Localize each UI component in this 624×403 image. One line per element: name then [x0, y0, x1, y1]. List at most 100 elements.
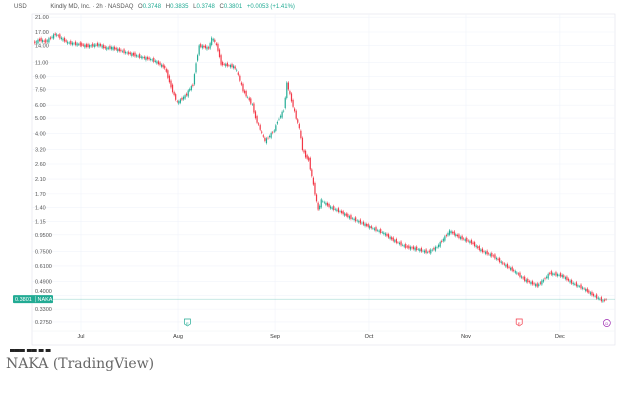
candle-body: [135, 55, 138, 57]
earnings-marker-icon[interactable]: [184, 318, 191, 327]
candle-body: [383, 232, 385, 235]
candle-body: [550, 271, 552, 275]
candle-body: [470, 240, 473, 244]
candle-body: [406, 246, 408, 248]
candle-body: [592, 293, 595, 296]
candle-body: [223, 64, 225, 65]
price-tag-ticker: NAKA: [38, 297, 53, 303]
candle-body: [359, 219, 361, 224]
candle-body: [428, 250, 430, 253]
candle-body: [420, 248, 422, 252]
x-tick-label: Nov: [461, 334, 471, 340]
ohlc-high: H0.3835: [166, 4, 189, 10]
candle-body: [484, 251, 487, 254]
y-tick-label: 4.00: [35, 132, 46, 138]
candle-body: [226, 62, 228, 67]
candle-body: [325, 202, 327, 205]
candle-body: [209, 43, 211, 49]
candle-body: [68, 42, 70, 44]
candle-body: [309, 157, 311, 170]
candle-body: [132, 53, 135, 56]
candle-body: [320, 199, 322, 208]
candle-body: [597, 297, 599, 299]
y-tick-label: 9.00: [35, 75, 46, 81]
candle-body: [312, 177, 315, 185]
candle-body: [228, 65, 230, 67]
y-tick-label: 0.6100: [35, 264, 52, 270]
close-label: C: [219, 4, 224, 10]
candle-body: [436, 247, 438, 248]
candle-body: [74, 41, 77, 45]
x-tick-label: Jul: [77, 334, 84, 340]
candle-body: [187, 90, 189, 97]
candle-body: [281, 111, 283, 118]
candle-body: [165, 69, 167, 72]
candle-body: [431, 249, 433, 251]
candle-body: [552, 273, 554, 276]
candle-body: [342, 211, 344, 215]
candle-body: [330, 206, 332, 209]
candle-body: [176, 101, 178, 102]
x-tick-label: Sep: [270, 334, 280, 340]
price-chart[interactable]: 21.00 17.00 14.00 11.00 9.00 7.50 6.00 5.00 4.00…: [0, 0, 624, 350]
earnings-marker-icon[interactable]: [515, 318, 523, 327]
candle-body: [287, 82, 289, 90]
candle-body: [40, 38, 42, 42]
dividend-marker-icon[interactable]: [602, 319, 611, 327]
candle-body: [295, 110, 297, 119]
candle-body: [489, 253, 491, 256]
candle-body: [361, 222, 363, 224]
candle-body: [411, 247, 413, 249]
candle-body: [229, 65, 232, 68]
candle-body: [84, 44, 86, 48]
candle-body: [453, 231, 455, 235]
candle-body: [364, 223, 366, 227]
candle-body: [276, 121, 279, 124]
candle-body: [506, 263, 509, 268]
candle-body: [140, 56, 142, 58]
candle-body: [289, 91, 291, 94]
candle-body: [85, 44, 88, 47]
candle-body: [195, 63, 197, 73]
candle-body: [78, 44, 80, 45]
candle-body: [373, 228, 376, 230]
y-tick-label: 6.00: [35, 103, 46, 109]
candle-body: [403, 245, 405, 247]
candle-body: [297, 119, 299, 123]
candle-body: [42, 39, 44, 43]
candle-body: [511, 267, 513, 271]
candle-body: [475, 245, 477, 248]
candle-body: [201, 45, 203, 49]
candle-body: [159, 62, 161, 66]
candle-body: [48, 38, 50, 43]
caption: NAKA (TradingView): [6, 356, 155, 372]
candle-body: [129, 52, 131, 55]
candle-body: [251, 104, 253, 105]
candle-body: [602, 300, 604, 302]
event-marker-symbol: E: [186, 321, 189, 326]
change-value: +0.0053 (+1.41%): [246, 4, 295, 10]
candle-body: [67, 41, 69, 44]
candle-body: [486, 250, 488, 255]
candle-body: [112, 47, 114, 50]
candle-body: [171, 84, 174, 93]
candle-body: [214, 39, 216, 42]
candle-body: [423, 250, 426, 253]
y-tick-label: 1.40: [35, 206, 46, 212]
candle-body: [114, 46, 116, 50]
candle-body: [46, 40, 48, 42]
candle-body: [254, 111, 257, 119]
candle-body: [70, 40, 72, 45]
candle-body: [419, 249, 421, 252]
candle-body: [206, 46, 208, 50]
candle-body: [139, 54, 141, 58]
candle-body: [120, 49, 122, 52]
candle-body: [186, 93, 188, 96]
candle-body: [572, 282, 574, 285]
candle-body: [353, 218, 355, 221]
candle-body: [200, 44, 202, 47]
y-tick-label: 17.00: [35, 30, 49, 36]
candle-body: [215, 43, 217, 45]
candle-body: [528, 281, 530, 283]
tradingview-logo: ▀▀▀ ▀▀ ▀ ▀: [10, 349, 51, 353]
